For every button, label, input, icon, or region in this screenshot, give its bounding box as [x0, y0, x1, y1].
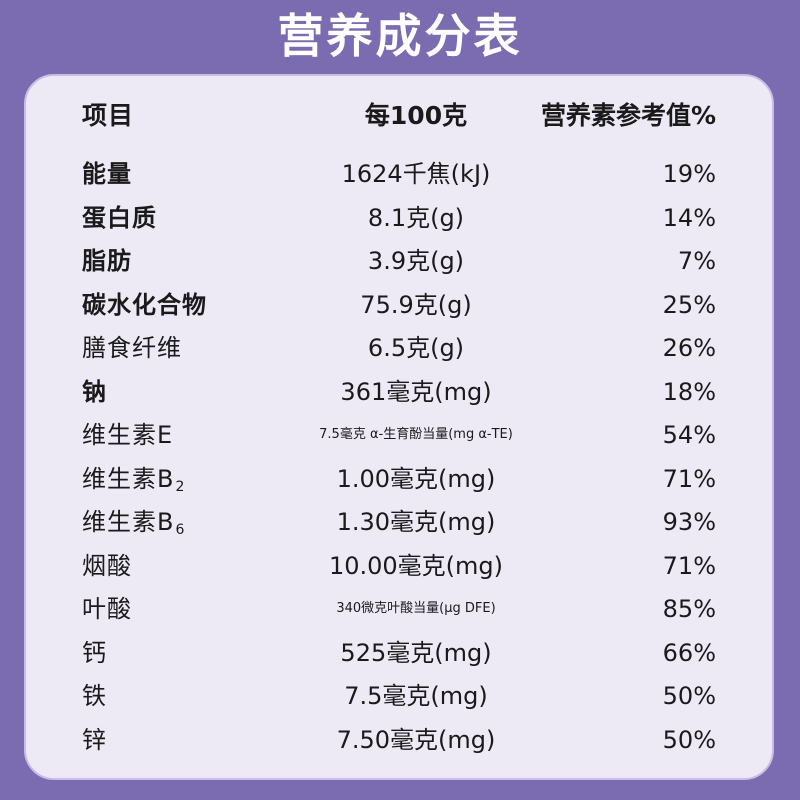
nutrient-nrv: 26% [662, 334, 716, 362]
table-row: 钙 525毫克(mg) 66% [26, 633, 772, 673]
table-row: 叶酸 340微克叶酸当量(μg DFE) 85% [26, 589, 772, 629]
nutrient-nrv: 93% [662, 508, 716, 536]
nutrient-nrv: 54% [662, 421, 716, 449]
nutrient-name-text: 烟酸 [82, 551, 132, 580]
nutrient-name-text: 钠 [82, 377, 107, 406]
nutrient-nrv: 50% [662, 725, 716, 754]
table-row: 维生素E 7.5毫克 α-生育酚当量(mg α-TE) 54% [26, 415, 772, 455]
nutrient-nrv: 19% [662, 160, 716, 188]
table-row: 蛋白质 8.1克(g) 14% [26, 198, 772, 238]
nutrient-name-text: 脂肪 [82, 247, 132, 275]
table-row: 维生素B2 1.00毫克(mg) 71% [26, 459, 772, 499]
nutrition-table: 项目 每100克 营养素参考值% 能量 1624千焦(kJ) 19% 蛋白质 8.1克(… [24, 74, 774, 780]
table-row: 铁 7.5毫克(mg) 50% [26, 676, 772, 716]
nutrient-nrv: 25% [662, 290, 716, 319]
nutrient-nrv: 7% [677, 247, 716, 275]
nutrient-name-text: 蛋白质 [82, 203, 157, 232]
nutrient-subscript: 2 [175, 478, 186, 495]
nutrient-name-text: 锌 [82, 725, 107, 754]
nutrient-name-text: 维生素B [82, 508, 175, 536]
nutrient-nrv: 85% [662, 595, 716, 623]
table-row: 钠 361毫克(mg) 18% [26, 372, 772, 412]
nutrient-amount: 525毫克(mg) [340, 638, 492, 667]
page-title: 营养成分表 [277, 9, 523, 63]
nutrient-nrv: 50% [662, 682, 716, 710]
nutrient-name: 钠 [82, 372, 107, 412]
table-row: 烟酸 10.00毫克(mg) 71% [26, 546, 772, 586]
table-row: 锌 7.50毫克(mg) 50% [26, 720, 772, 760]
table-row: 维生素B6 1.30毫克(mg) 93% [26, 502, 772, 542]
nutrient-nrv: 66% [662, 638, 716, 667]
nutrient-name-text: 叶酸 [82, 595, 132, 623]
nutrient-amount: 361毫克(mg) [340, 377, 492, 406]
nutrient-name: 维生素B6 [82, 502, 185, 542]
nutrient-amount: 1624千焦(kJ) [341, 160, 491, 188]
nutrient-name: 锌 [82, 720, 107, 760]
nutrient-name: 钙 [82, 633, 107, 673]
table-row: 碳水化合物 75.9克(g) 25% [26, 285, 772, 325]
nutrient-amount: 75.9克(g) [360, 290, 472, 319]
nutrient-nrv: 71% [662, 551, 716, 580]
nutrient-name-text: 钙 [82, 638, 107, 667]
table-row: 膳食纤维 6.5克(g) 26% [26, 328, 772, 368]
nutrient-name: 维生素B2 [82, 459, 185, 499]
nutrient-amount: 1.00毫克(mg) [336, 464, 496, 493]
nutrient-amount: 7.50毫克(mg) [336, 725, 496, 754]
nutrient-name: 铁 [82, 676, 107, 716]
nutrient-name-text: 碳水化合物 [82, 290, 207, 319]
nutrient-amount: 10.00毫克(mg) [328, 551, 504, 580]
nutrient-name: 维生素E [82, 415, 173, 455]
nutrient-amount: 7.5毫克 α-生育酚当量(mg α-TE) [319, 427, 513, 442]
header-nrv: 营养素参考值% [540, 101, 716, 130]
table-row: 能量 1624千焦(kJ) 19% [26, 154, 772, 194]
nutrient-name-text: 维生素B [82, 464, 175, 493]
header-item: 项目 [82, 101, 135, 130]
table-header: 项目 每100克 营养素参考值% [26, 96, 772, 136]
nutrient-name-text: 铁 [82, 682, 107, 710]
nutrient-name: 脂肪 [82, 241, 132, 281]
nutrient-name: 膳食纤维 [82, 328, 182, 368]
nutrient-name: 叶酸 [82, 589, 132, 629]
nutrient-amount: 7.5毫克(mg) [344, 682, 488, 710]
header-per100: 每100克 [364, 101, 468, 130]
table-row: 脂肪 3.9克(g) 7% [26, 241, 772, 281]
nutrient-name: 蛋白质 [82, 198, 157, 238]
nutrient-name: 能量 [82, 154, 132, 194]
nutrient-name-text: 能量 [82, 160, 132, 188]
nutrient-amount: 340微克叶酸当量(μg DFE) [336, 601, 496, 616]
nutrient-name-text: 维生素E [82, 421, 174, 449]
nutrient-subscript: 6 [175, 522, 186, 538]
nutrient-amount: 8.1克(g) [367, 203, 465, 232]
nutrient-name: 碳水化合物 [82, 285, 207, 325]
nutrient-nrv: 18% [662, 377, 716, 406]
nutrient-amount: 1.30毫克(mg) [336, 508, 496, 536]
nutrient-nrv: 14% [662, 203, 716, 232]
nutrient-amount: 3.9克(g) [367, 247, 465, 275]
nutrient-name-text: 膳食纤维 [82, 334, 182, 362]
nutrient-name: 烟酸 [82, 546, 132, 586]
nutrient-amount: 6.5克(g) [367, 334, 465, 362]
nutrient-nrv: 71% [662, 464, 716, 493]
